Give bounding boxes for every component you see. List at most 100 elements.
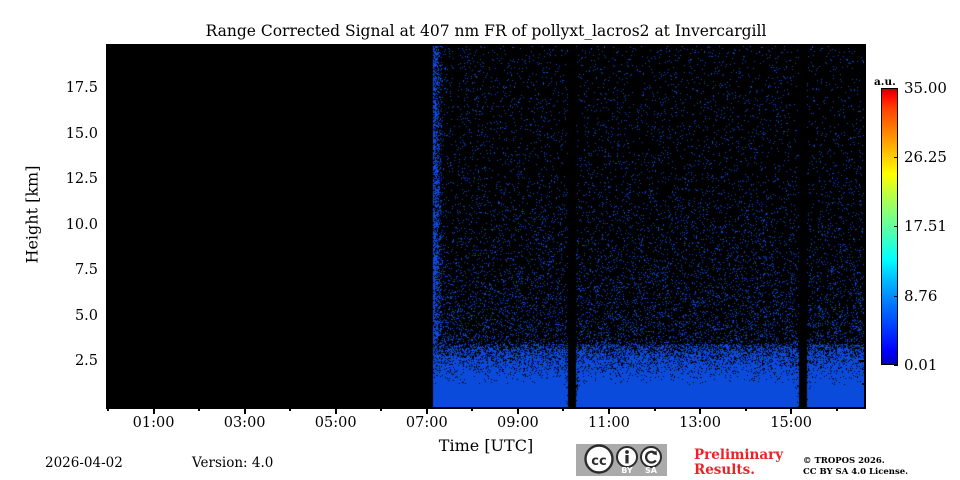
x-axis-tick [699,407,702,414]
colorbar-tick-label: 35.00 [904,79,947,97]
y-axis-tick-right [859,178,866,181]
heatmap-plot-area [106,44,866,409]
y-axis-minor-tick-right [862,200,866,203]
y-axis-minor-tick [106,64,110,67]
heatmap-canvas [108,46,864,407]
y-axis-tick-label: 7.5 [74,262,98,279]
x-axis-tick-top [425,44,428,51]
colorbar-tick-label: 26.25 [904,148,947,166]
x-axis-minor-tick [744,407,747,411]
y-axis-minor-tick-right [862,337,866,340]
y-axis-tick-label: 2.5 [74,353,98,370]
y-axis-tick [106,86,113,89]
x-axis-tick-top [790,44,793,51]
x-axis-tick-label: 05:00 [314,415,357,431]
x-axis-tick [334,407,337,414]
x-axis-minor-tick-top [198,44,201,48]
y-axis-minor-tick [106,155,110,158]
x-axis-tick-top [152,44,155,51]
x-axis-tick [243,407,246,414]
footer-version: Version: 4.0 [192,455,274,471]
y-axis-minor-tick [106,292,110,295]
y-axis-tick-right [859,223,866,226]
y-axis-minor-tick-right [862,64,866,67]
y-axis-tick-right [859,86,866,89]
x-axis-minor-tick [471,407,474,411]
y-axis-tick-label: 12.5 [65,171,98,188]
x-axis-tick-label: 07:00 [405,415,448,431]
y-axis-tick-right [859,360,866,363]
x-axis-tick-label: 09:00 [496,415,539,431]
y-axis-tick [106,314,113,317]
x-axis-tick [516,407,519,414]
x-axis-tick-label: 13:00 [679,415,721,431]
x-axis-minor-tick [562,407,565,411]
x-axis-minor-tick-top [562,44,565,48]
y-axis-tick-label: 5.0 [74,307,98,324]
x-axis-tick-top [699,44,702,51]
preliminary-results-note: Preliminary Results. [694,448,783,477]
y-axis-tick [106,360,113,363]
y-axis-tick-label: 15.0 [65,125,98,142]
x-axis-minor-tick [835,407,838,411]
cc-badge-svg: cc BY SA [576,444,667,476]
x-axis-tick-label: 11:00 [588,415,630,431]
svg-text:cc: cc [591,454,606,469]
y-axis-minor-tick [106,337,110,340]
x-axis-minor-tick-top [653,44,656,48]
x-axis-tick [152,407,155,414]
x-axis-tick-label: 01:00 [132,415,175,431]
colorbar-tick-label: 8.76 [904,287,938,305]
colorbar-tick [894,157,898,158]
y-axis-tick [106,223,113,226]
y-axis-title: Height [km] [22,165,42,264]
y-axis-minor-tick-right [862,246,866,249]
x-axis-minor-tick [289,407,292,411]
footer-date: 2026-04-02 [45,455,123,471]
y-axis-tick [106,178,113,181]
y-axis-tick-label: 10.0 [65,216,98,233]
y-axis-minor-tick-right [862,109,866,112]
badge-sa-label: SA [645,466,658,475]
page-title: Range Corrected Signal at 407 nm FR of p… [205,22,767,40]
x-axis-tick-label: 03:00 [223,415,266,431]
cc-by-sa-badge-icon: cc BY SA [576,444,667,476]
x-axis-tick [425,407,428,414]
x-axis-minor-tick [380,407,383,411]
colorbar-tick-label: 0.01 [904,356,938,374]
y-axis-minor-tick [106,383,110,386]
colorbar-tick-label: 17.51 [904,217,947,235]
x-axis-minor-tick [107,407,109,411]
colorbar-tick [894,365,898,366]
y-axis-tick-label: 17.5 [65,79,98,96]
y-axis-minor-tick [106,246,110,249]
y-axis-minor-tick [106,109,110,112]
x-axis-tick-top [516,44,519,51]
x-axis-minor-tick [198,407,201,411]
colorbar-unit-label: a.u. [874,76,896,88]
preliminary-line-1: Preliminary [694,447,784,463]
badge-by-label: BY [621,466,633,475]
y-axis-minor-tick-right [862,292,866,295]
x-axis-tick-label: 15:00 [770,415,813,431]
x-axis-tick-top [243,44,246,51]
y-axis-tick [106,269,113,272]
x-axis-minor-tick-top [835,44,838,48]
preliminary-line-2: Results. [694,461,755,478]
x-axis-tick [790,407,793,414]
x-axis-tick-top [334,44,337,51]
x-axis-title: Time [UTC] [438,436,534,455]
x-axis-minor-tick-top [289,44,292,48]
y-axis-minor-tick [106,200,110,203]
x-axis-minor-tick-top [471,44,474,48]
copyright-note: © TROPOS 2026. CC BY SA 4.0 License. [803,456,908,478]
colorbar-tick [894,88,898,89]
y-axis-tick-right [859,269,866,272]
x-axis-minor-tick-top [107,44,109,48]
x-axis-minor-tick-top [744,44,747,48]
y-axis-minor-tick-right [862,155,866,158]
x-axis-tick-top [607,44,610,51]
x-axis-minor-tick-top [380,44,383,48]
copyright-line-1: © TROPOS 2026. [803,456,885,466]
y-axis-tick-right [859,132,866,135]
